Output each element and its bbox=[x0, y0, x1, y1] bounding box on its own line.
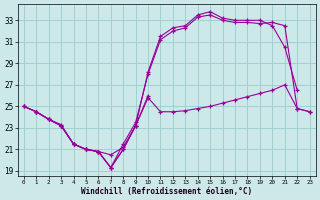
X-axis label: Windchill (Refroidissement éolien,°C): Windchill (Refroidissement éolien,°C) bbox=[81, 187, 252, 196]
